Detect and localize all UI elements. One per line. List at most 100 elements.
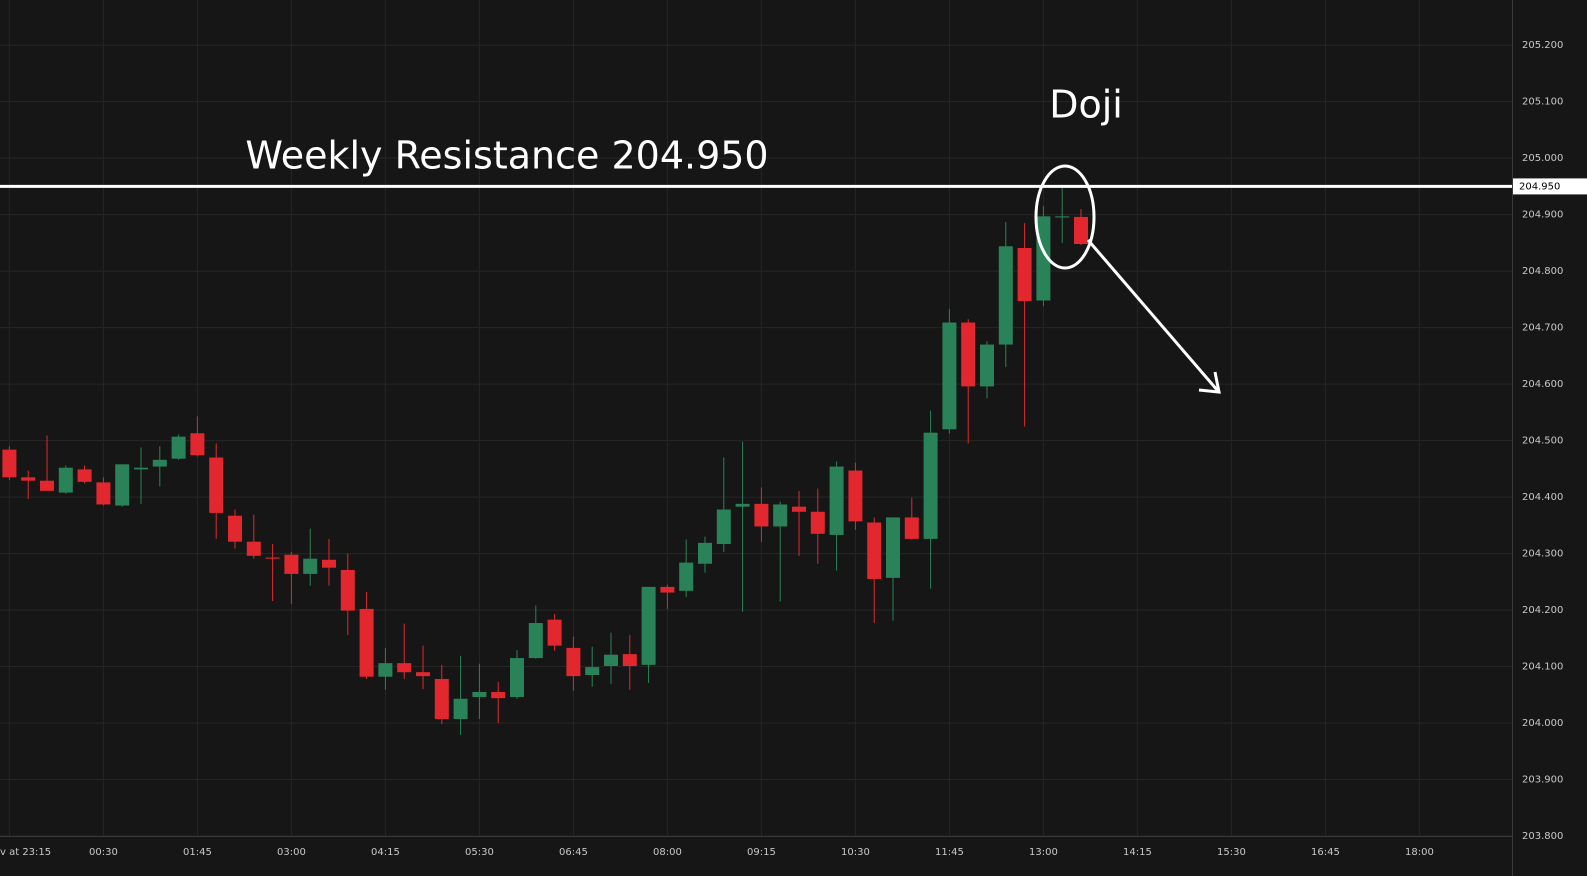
candle-body	[622, 654, 637, 666]
candle-body	[547, 619, 562, 646]
x-tick-label: 01:45	[183, 847, 212, 858]
y-tick-label: 205.000	[1522, 153, 1563, 164]
candle-body	[134, 467, 148, 470]
candle-body	[21, 477, 36, 481]
candle-body	[491, 691, 506, 699]
x-tick-label: 05:30	[465, 847, 494, 858]
candle-body	[472, 691, 487, 698]
candle-body	[434, 678, 449, 720]
candle-body	[810, 511, 825, 534]
candle-body	[510, 658, 524, 698]
candle-body	[848, 470, 863, 522]
candle-body	[961, 322, 976, 387]
candle-body	[566, 647, 581, 677]
arrow-head	[1198, 371, 1221, 394]
candle-body	[340, 569, 355, 611]
price-tag	[1513, 178, 1587, 195]
candle-body	[923, 432, 938, 539]
x-tick-label: 11:45	[935, 847, 964, 858]
candle-body	[679, 562, 694, 591]
y-tick-label: 204.500	[1522, 436, 1563, 447]
candle-body	[698, 542, 712, 564]
doji-annotation: Doji	[1049, 83, 1123, 127]
candle-body	[792, 506, 806, 512]
candle-body	[1017, 247, 1032, 302]
candle-body	[2, 449, 17, 478]
candle-body	[228, 515, 242, 542]
candle-body	[397, 663, 412, 673]
candle-body	[980, 344, 994, 387]
x-tick-label: 08:00	[653, 847, 682, 858]
candles	[2, 188, 1088, 735]
x-tick-label: 15:30	[1217, 847, 1246, 858]
candle-body	[735, 503, 750, 507]
candle-body	[77, 469, 92, 482]
candle-body	[303, 558, 318, 574]
y-tick-label: 204.700	[1522, 323, 1563, 334]
y-tick-label: 204.800	[1522, 266, 1563, 277]
candle-body	[1036, 216, 1051, 301]
y-tick-label: 204.300	[1522, 549, 1563, 560]
candle-body	[209, 457, 224, 513]
annotations: Weekly Resistance 204.950 Doji	[0, 83, 1512, 394]
candle-body	[96, 482, 111, 505]
candle-body	[115, 464, 130, 506]
candle-body	[942, 322, 957, 430]
candle-body	[359, 608, 374, 677]
candle-body	[1055, 216, 1070, 218]
x-tick-label: 16:45	[1311, 847, 1340, 858]
x-tick-label: v at 23:15	[0, 847, 51, 858]
candle-body	[998, 246, 1013, 345]
candle-body	[641, 586, 656, 665]
x-tick-label: 03:00	[277, 847, 306, 858]
candle-body	[528, 623, 543, 659]
y-tick-label: 204.900	[1522, 210, 1563, 221]
candle-body	[604, 654, 618, 666]
candle-body	[867, 522, 882, 579]
resistance-annotation: Weekly Resistance 204.950	[245, 134, 768, 178]
candle-body	[246, 541, 261, 556]
y-tick-label: 203.800	[1522, 831, 1563, 842]
candle-body	[829, 466, 844, 535]
x-tick-label: 13:00	[1029, 847, 1058, 858]
arrow-shaft	[1086, 239, 1220, 392]
candle-body	[660, 586, 675, 593]
candle-body	[904, 517, 919, 539]
price-tag-label: 204.950	[1519, 181, 1560, 192]
y-tick-label: 203.900	[1522, 775, 1563, 786]
y-tick-label: 204.600	[1522, 379, 1563, 390]
x-tick-label: 10:30	[841, 847, 870, 858]
axes: 203.800 203.900 204.000 204.100 204.200 204.3…	[0, 40, 1587, 858]
x-tick-label: 14:15	[1123, 847, 1152, 858]
candle-body	[58, 467, 73, 493]
y-tick-label: 204.000	[1522, 718, 1563, 729]
candle-body	[886, 517, 900, 578]
candle-body	[152, 459, 167, 467]
x-tick-label: 04:15	[371, 847, 400, 858]
candle-body	[1074, 216, 1088, 245]
candle-body	[585, 667, 600, 676]
x-tick-label: 00:30	[89, 847, 118, 858]
candle-body	[453, 698, 468, 720]
x-tick-label: 18:00	[1405, 847, 1434, 858]
y-tick-label: 204.400	[1522, 492, 1563, 503]
doji-circle	[1034, 164, 1096, 270]
candle-body	[754, 503, 769, 527]
candle-body	[40, 480, 54, 491]
candle-body	[773, 504, 788, 527]
x-tick-label: 06:45	[559, 847, 588, 858]
candle-body	[284, 554, 299, 574]
candle-body	[378, 663, 393, 677]
candle-body	[171, 436, 186, 459]
y-tick-label: 205.200	[1522, 40, 1563, 51]
candle-body	[716, 509, 731, 544]
candle-body	[265, 557, 280, 559]
x-tick-label: 09:15	[747, 847, 776, 858]
y-tick-label: 204.100	[1522, 662, 1563, 673]
y-tick-label: 205.100	[1522, 97, 1563, 108]
y-tick-label: 204.200	[1522, 605, 1563, 616]
candle-body	[322, 559, 336, 568]
